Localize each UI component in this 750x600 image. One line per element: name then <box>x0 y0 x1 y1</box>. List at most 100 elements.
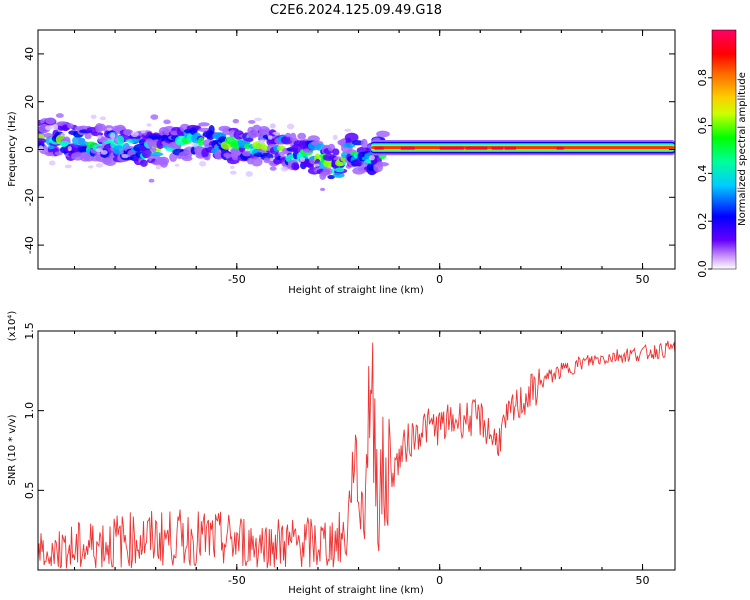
spectrogram-cell <box>110 132 116 139</box>
spectrogram-cell <box>297 132 307 140</box>
spectrogram-cell <box>199 160 207 167</box>
spectrogram-peak <box>504 146 516 150</box>
spectrogram-cell <box>52 123 59 130</box>
spectrogram-cell <box>44 125 53 131</box>
spectrogram-cell <box>48 144 55 150</box>
spectrogram-cell <box>229 170 237 175</box>
spectrogram-cell <box>146 123 152 127</box>
spectrogram-cell <box>376 161 383 168</box>
spectrogram-cell <box>286 123 295 130</box>
colorbar-tick-label: 0.4 <box>696 165 709 183</box>
spectrogram-cell <box>78 137 86 142</box>
spectrogram-cell <box>90 114 97 119</box>
x-tick-label: 50 <box>636 574 650 587</box>
spectrogram-cell <box>313 163 320 167</box>
spectrogram-cell <box>332 148 340 156</box>
colorbar-ticks: 0.0 0.2 0.4 0.6 0.8 <box>696 69 712 278</box>
y-tick-label: 1.5 <box>23 322 36 340</box>
spectrogram-cell <box>376 130 390 138</box>
spectrogram-cell <box>38 145 44 151</box>
spectrogram-cell <box>269 157 274 162</box>
spectrogram-cell <box>203 156 209 160</box>
spectrogram-cell <box>77 141 89 146</box>
spectrogram-cell <box>360 138 368 149</box>
spectrogram-cell <box>198 122 210 127</box>
spectrogram-cell <box>155 164 162 170</box>
snr-line <box>37 340 676 569</box>
spectrogram-cell <box>150 114 159 120</box>
snr-panel: -50 0 50 0.5 1.0 1.5 Height of straight line… <box>7 311 676 596</box>
spectrogram-cell <box>285 132 292 138</box>
spectrogram-cell <box>95 163 104 168</box>
colorbar-tick-label: 0.0 <box>696 260 709 278</box>
spectrogram-cells <box>38 113 675 192</box>
spectrogram-cell <box>148 178 155 183</box>
spectrogram-cell <box>259 139 265 145</box>
spectrogram-cell <box>251 156 263 167</box>
spectrogram-peak <box>452 146 464 150</box>
spectrogram-cell <box>139 159 148 167</box>
spectrogram-cell <box>344 132 359 143</box>
spectrogram-cell <box>97 134 102 139</box>
spectrogram-cell <box>263 157 271 164</box>
spectrogram-cell <box>55 113 64 119</box>
spectrogram-cell <box>150 134 163 141</box>
y-tick-label: -20 <box>23 188 36 206</box>
spectrogram-cell <box>150 152 164 157</box>
snr-series <box>37 340 676 569</box>
colorbar-tick-label: 0.6 <box>696 117 709 135</box>
spectrogram-cell <box>174 163 180 167</box>
spectrogram-cell <box>100 137 108 142</box>
spectrogram-cell <box>244 143 251 150</box>
spectrogram-cell <box>319 187 326 192</box>
spectrogram-cell <box>229 165 235 169</box>
spectrogram-band <box>370 146 675 150</box>
spectrogram-cell <box>327 174 335 180</box>
x-tick-label: -50 <box>228 273 246 286</box>
spectrogram-cell <box>368 155 375 161</box>
spectrogram-cell <box>232 118 239 124</box>
spectrogram-cell <box>141 130 146 134</box>
y-tick-label: 40 <box>23 47 36 61</box>
spectrogram-cell <box>269 166 277 171</box>
y-tick-label: 0.5 <box>23 482 36 500</box>
spectrogram-cell <box>99 116 107 121</box>
spectrogram-panel: -50 0 50 -40 -20 0 20 40 Height of straight li… <box>7 29 676 296</box>
y-tick-label: 20 <box>23 95 36 109</box>
spectrogram-cell <box>67 123 74 129</box>
spectrogram-x-axis-label: Height of straight line (km) <box>288 285 424 296</box>
spectrogram-cell <box>54 151 63 156</box>
spectrogram-cell <box>45 117 56 125</box>
spectrogram-cell <box>88 165 94 169</box>
spectrogram-cell <box>354 159 362 166</box>
colorbar-tick-label: 0.2 <box>696 212 709 230</box>
spectrogram-cell <box>245 137 254 142</box>
spectrogram-cell <box>106 127 112 131</box>
spectrogram-cell <box>141 148 152 159</box>
spectrogram-y-axis-label: Frequency (Hz) <box>7 111 18 187</box>
spectrogram-peak <box>478 146 488 150</box>
spectrogram-cell <box>38 138 47 144</box>
spectrogram-cell <box>64 164 72 169</box>
spectrogram-cell <box>278 151 286 156</box>
spectrogram-cell <box>280 166 289 172</box>
spectrogram-peak <box>556 146 564 150</box>
snr-y-multiplier: (x10⁴) <box>7 311 18 342</box>
spectrogram-cell <box>116 135 125 145</box>
spectrogram-cell <box>267 135 273 140</box>
x-tick-label: 0 <box>436 574 443 587</box>
spectrogram-cell <box>343 142 356 149</box>
y-tick-label: 1.0 <box>23 402 36 420</box>
spectrogram-cell <box>245 171 253 177</box>
spectrogram-cell <box>307 163 315 169</box>
spectrogram-cell <box>197 136 205 146</box>
spectrogram-peak <box>491 146 504 150</box>
spectrogram-cell <box>163 119 171 125</box>
spectrogram-cell <box>121 153 129 159</box>
snr-frame <box>37 330 676 571</box>
x-tick-label: -50 <box>228 574 246 587</box>
x-tick-label: 0 <box>436 273 443 286</box>
spectrogram-cell <box>269 123 276 129</box>
snr-y-axis-label: SNR (10 * v/v) <box>7 414 18 485</box>
colorbar: 0.0 0.2 0.4 0.6 0.8 Normalized spectral ampl… <box>696 29 748 278</box>
